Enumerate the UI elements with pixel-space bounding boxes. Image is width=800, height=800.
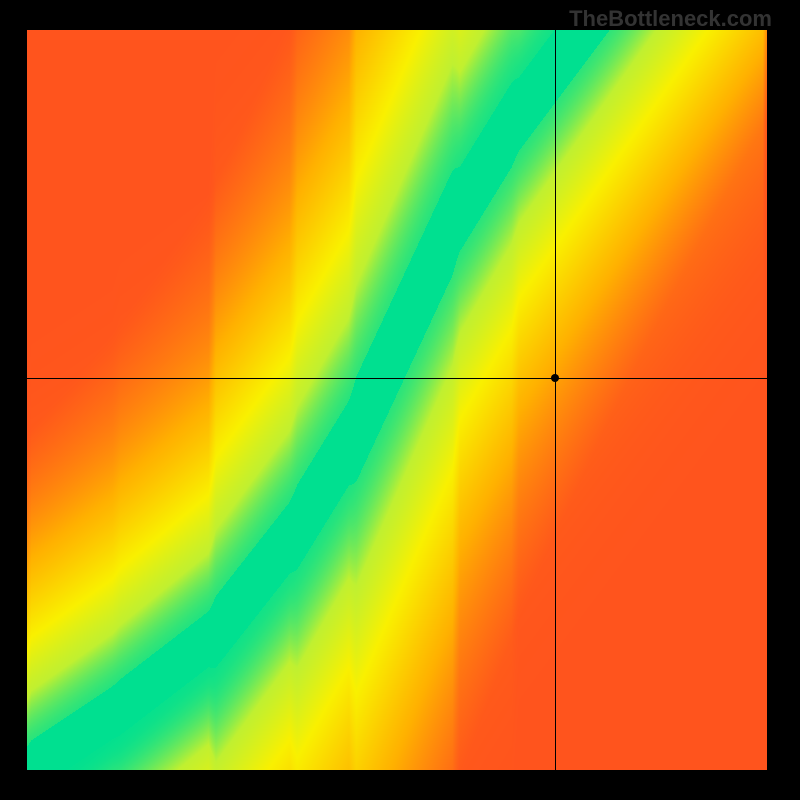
crosshair-point (551, 374, 559, 382)
watermark-text: TheBottleneck.com (569, 6, 772, 32)
plot-area (27, 30, 767, 770)
crosshair-horizontal (27, 378, 767, 379)
heatmap-canvas (27, 30, 767, 770)
crosshair-vertical (555, 30, 556, 770)
figure-frame: TheBottleneck.com (0, 0, 800, 800)
